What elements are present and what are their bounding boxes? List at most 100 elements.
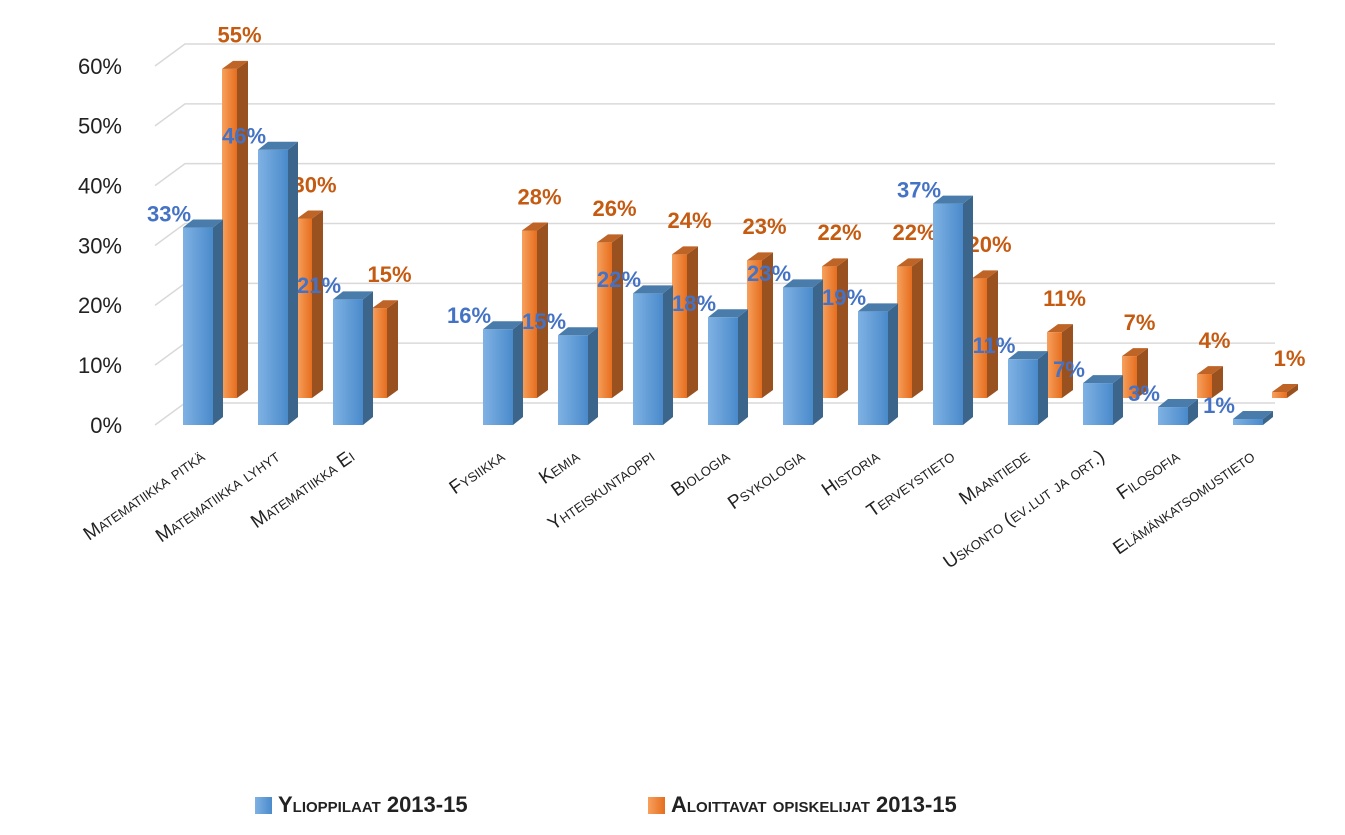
bar-side [837, 258, 848, 398]
bar-top [222, 60, 248, 69]
bar-front [1158, 407, 1188, 425]
bar [222, 60, 248, 399]
data-label: 11% [1043, 286, 1086, 311]
bar-front [483, 329, 513, 425]
y-tick-label: 40% [78, 173, 122, 198]
bar-front [708, 317, 738, 425]
bar [483, 321, 523, 425]
bar-side [1263, 411, 1273, 425]
bar [783, 279, 823, 425]
x-tick-label: Historia [818, 446, 884, 501]
bar [1083, 375, 1123, 425]
bar-side [687, 246, 698, 398]
data-label: 15% [522, 309, 566, 334]
bar-side [1113, 375, 1123, 425]
bar-top [783, 279, 823, 288]
bar-top [183, 219, 223, 228]
data-label: 21% [297, 273, 341, 298]
bar-top [1233, 411, 1273, 420]
bar-top [1197, 366, 1223, 375]
bar [672, 246, 698, 398]
data-label: 37% [897, 177, 941, 202]
bar-front [297, 218, 312, 398]
bar-front [1047, 332, 1062, 398]
bar-top [558, 327, 598, 336]
y-tick-label: 30% [78, 233, 122, 258]
bar [1122, 348, 1148, 398]
bar [972, 270, 998, 398]
bar-side [963, 195, 973, 425]
bar-front [597, 242, 612, 398]
bar [597, 234, 623, 398]
bar-top [1158, 399, 1198, 408]
bar-top [483, 321, 523, 330]
bar [333, 291, 373, 425]
bar-top [897, 258, 923, 267]
bar-top [522, 222, 548, 231]
bar-top [672, 246, 698, 255]
bar-side [1212, 366, 1223, 398]
bar-front [972, 278, 987, 398]
bar-side [1287, 384, 1298, 398]
data-label: 4% [1199, 328, 1231, 353]
y-tick-label: 20% [78, 293, 122, 318]
data-label: 19% [822, 285, 866, 310]
bar [1047, 324, 1073, 398]
data-label: 3% [1128, 381, 1160, 406]
bar-side [237, 60, 248, 399]
data-label: 55% [217, 23, 261, 48]
legend-swatch [255, 797, 272, 814]
legend-label: Ylioppilaat 2013-15 [278, 792, 468, 817]
data-label: 22% [817, 220, 861, 245]
bar-side [1062, 324, 1073, 398]
bar [897, 258, 923, 398]
bar-side [537, 222, 548, 398]
bar-side [987, 270, 998, 398]
bar [297, 210, 323, 398]
bar-side [912, 258, 923, 398]
bar-top [1083, 375, 1123, 384]
bar-top [708, 309, 748, 318]
bar [822, 258, 848, 398]
data-label: 30% [292, 172, 336, 197]
bar [372, 300, 398, 398]
bar-top [972, 270, 998, 279]
bar-front [222, 68, 237, 399]
bar-front [633, 293, 663, 425]
bar-side [762, 252, 773, 398]
bar [1008, 351, 1048, 425]
data-label: 16% [447, 303, 491, 328]
grid-line [154, 222, 1275, 247]
bar-front [822, 266, 837, 398]
data-label: 1% [1274, 346, 1306, 371]
data-label: 1% [1203, 393, 1235, 418]
bar-side [513, 321, 523, 425]
bar-top [822, 258, 848, 267]
data-label: 22% [892, 220, 936, 245]
bar-side [663, 285, 673, 425]
data-label: 7% [1124, 310, 1156, 335]
bar-front [1233, 419, 1263, 425]
x-tick-label: Matematiikka pitkä [80, 446, 209, 545]
bar-front [372, 308, 387, 398]
data-label: 46% [222, 124, 266, 149]
bar-front [258, 149, 288, 425]
data-label: 26% [592, 196, 636, 221]
bar-front [897, 266, 912, 398]
bar-side [1038, 351, 1048, 425]
bar-side [387, 300, 398, 398]
data-label: 28% [517, 184, 561, 209]
bar-front [333, 299, 363, 425]
bar-top [597, 234, 623, 243]
y-tick-label: 10% [78, 353, 122, 378]
data-label: 24% [667, 208, 711, 233]
bar [933, 195, 973, 425]
grid-line [154, 43, 1275, 67]
data-label: 11% [973, 333, 1016, 358]
bar-front [672, 254, 687, 398]
bar-front [933, 203, 963, 425]
x-tick-label: Biologia [668, 446, 734, 501]
bar-side [888, 303, 898, 425]
x-tick-label: Fysiikka [446, 446, 509, 499]
